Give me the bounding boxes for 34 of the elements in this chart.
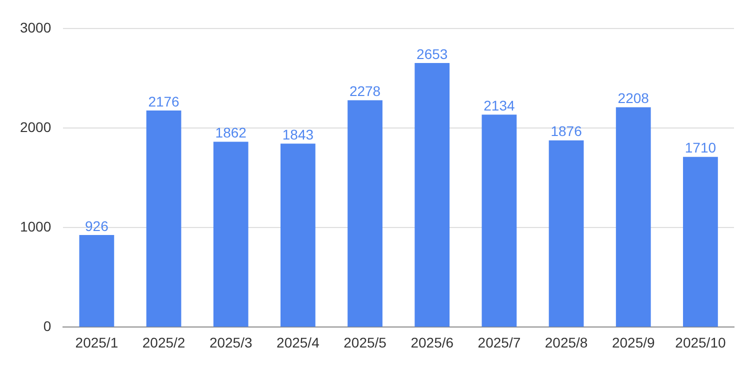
data-label: 1876 bbox=[550, 123, 582, 140]
bar bbox=[79, 234, 114, 327]
x-tick-label: 2025/4 bbox=[276, 334, 320, 350]
x-tick-label: 2025/2 bbox=[142, 334, 186, 350]
data-label: 2134 bbox=[484, 98, 515, 114]
y-tick-label: 0 bbox=[43, 318, 52, 334]
bar bbox=[146, 110, 182, 327]
bar bbox=[616, 107, 651, 327]
x-tick-label: 2025/1 bbox=[75, 334, 118, 350]
bar bbox=[414, 62, 450, 327]
bar bbox=[213, 142, 248, 327]
y-tick-label: 3000 bbox=[20, 19, 52, 36]
bar bbox=[482, 114, 517, 327]
y-tick-label: 1000 bbox=[20, 218, 52, 234]
x-tick-label: 2025/5 bbox=[344, 334, 387, 350]
y-tick-label: 2000 bbox=[20, 118, 52, 135]
data-label: 2653 bbox=[416, 46, 448, 62]
bar bbox=[683, 156, 718, 327]
x-tick-label: 2025/3 bbox=[209, 334, 252, 350]
data-label: 2208 bbox=[618, 90, 650, 106]
data-label: 2176 bbox=[148, 93, 180, 110]
bar bbox=[348, 100, 382, 327]
data-label: 1843 bbox=[282, 126, 314, 142]
data-label: 2278 bbox=[349, 83, 381, 100]
data-label: 926 bbox=[85, 218, 109, 234]
x-tick-label: 2025/7 bbox=[478, 334, 521, 350]
x-tick-label: 2025/8 bbox=[544, 334, 588, 350]
x-tick-label: 2025/6 bbox=[410, 334, 454, 350]
data-label: 1862 bbox=[215, 124, 247, 141]
bar bbox=[280, 144, 316, 327]
x-tick-label: 2025/10 bbox=[675, 334, 726, 350]
data-label: 1710 bbox=[684, 140, 716, 156]
x-tick-label: 2025/9 bbox=[612, 334, 655, 350]
bar bbox=[548, 140, 584, 327]
